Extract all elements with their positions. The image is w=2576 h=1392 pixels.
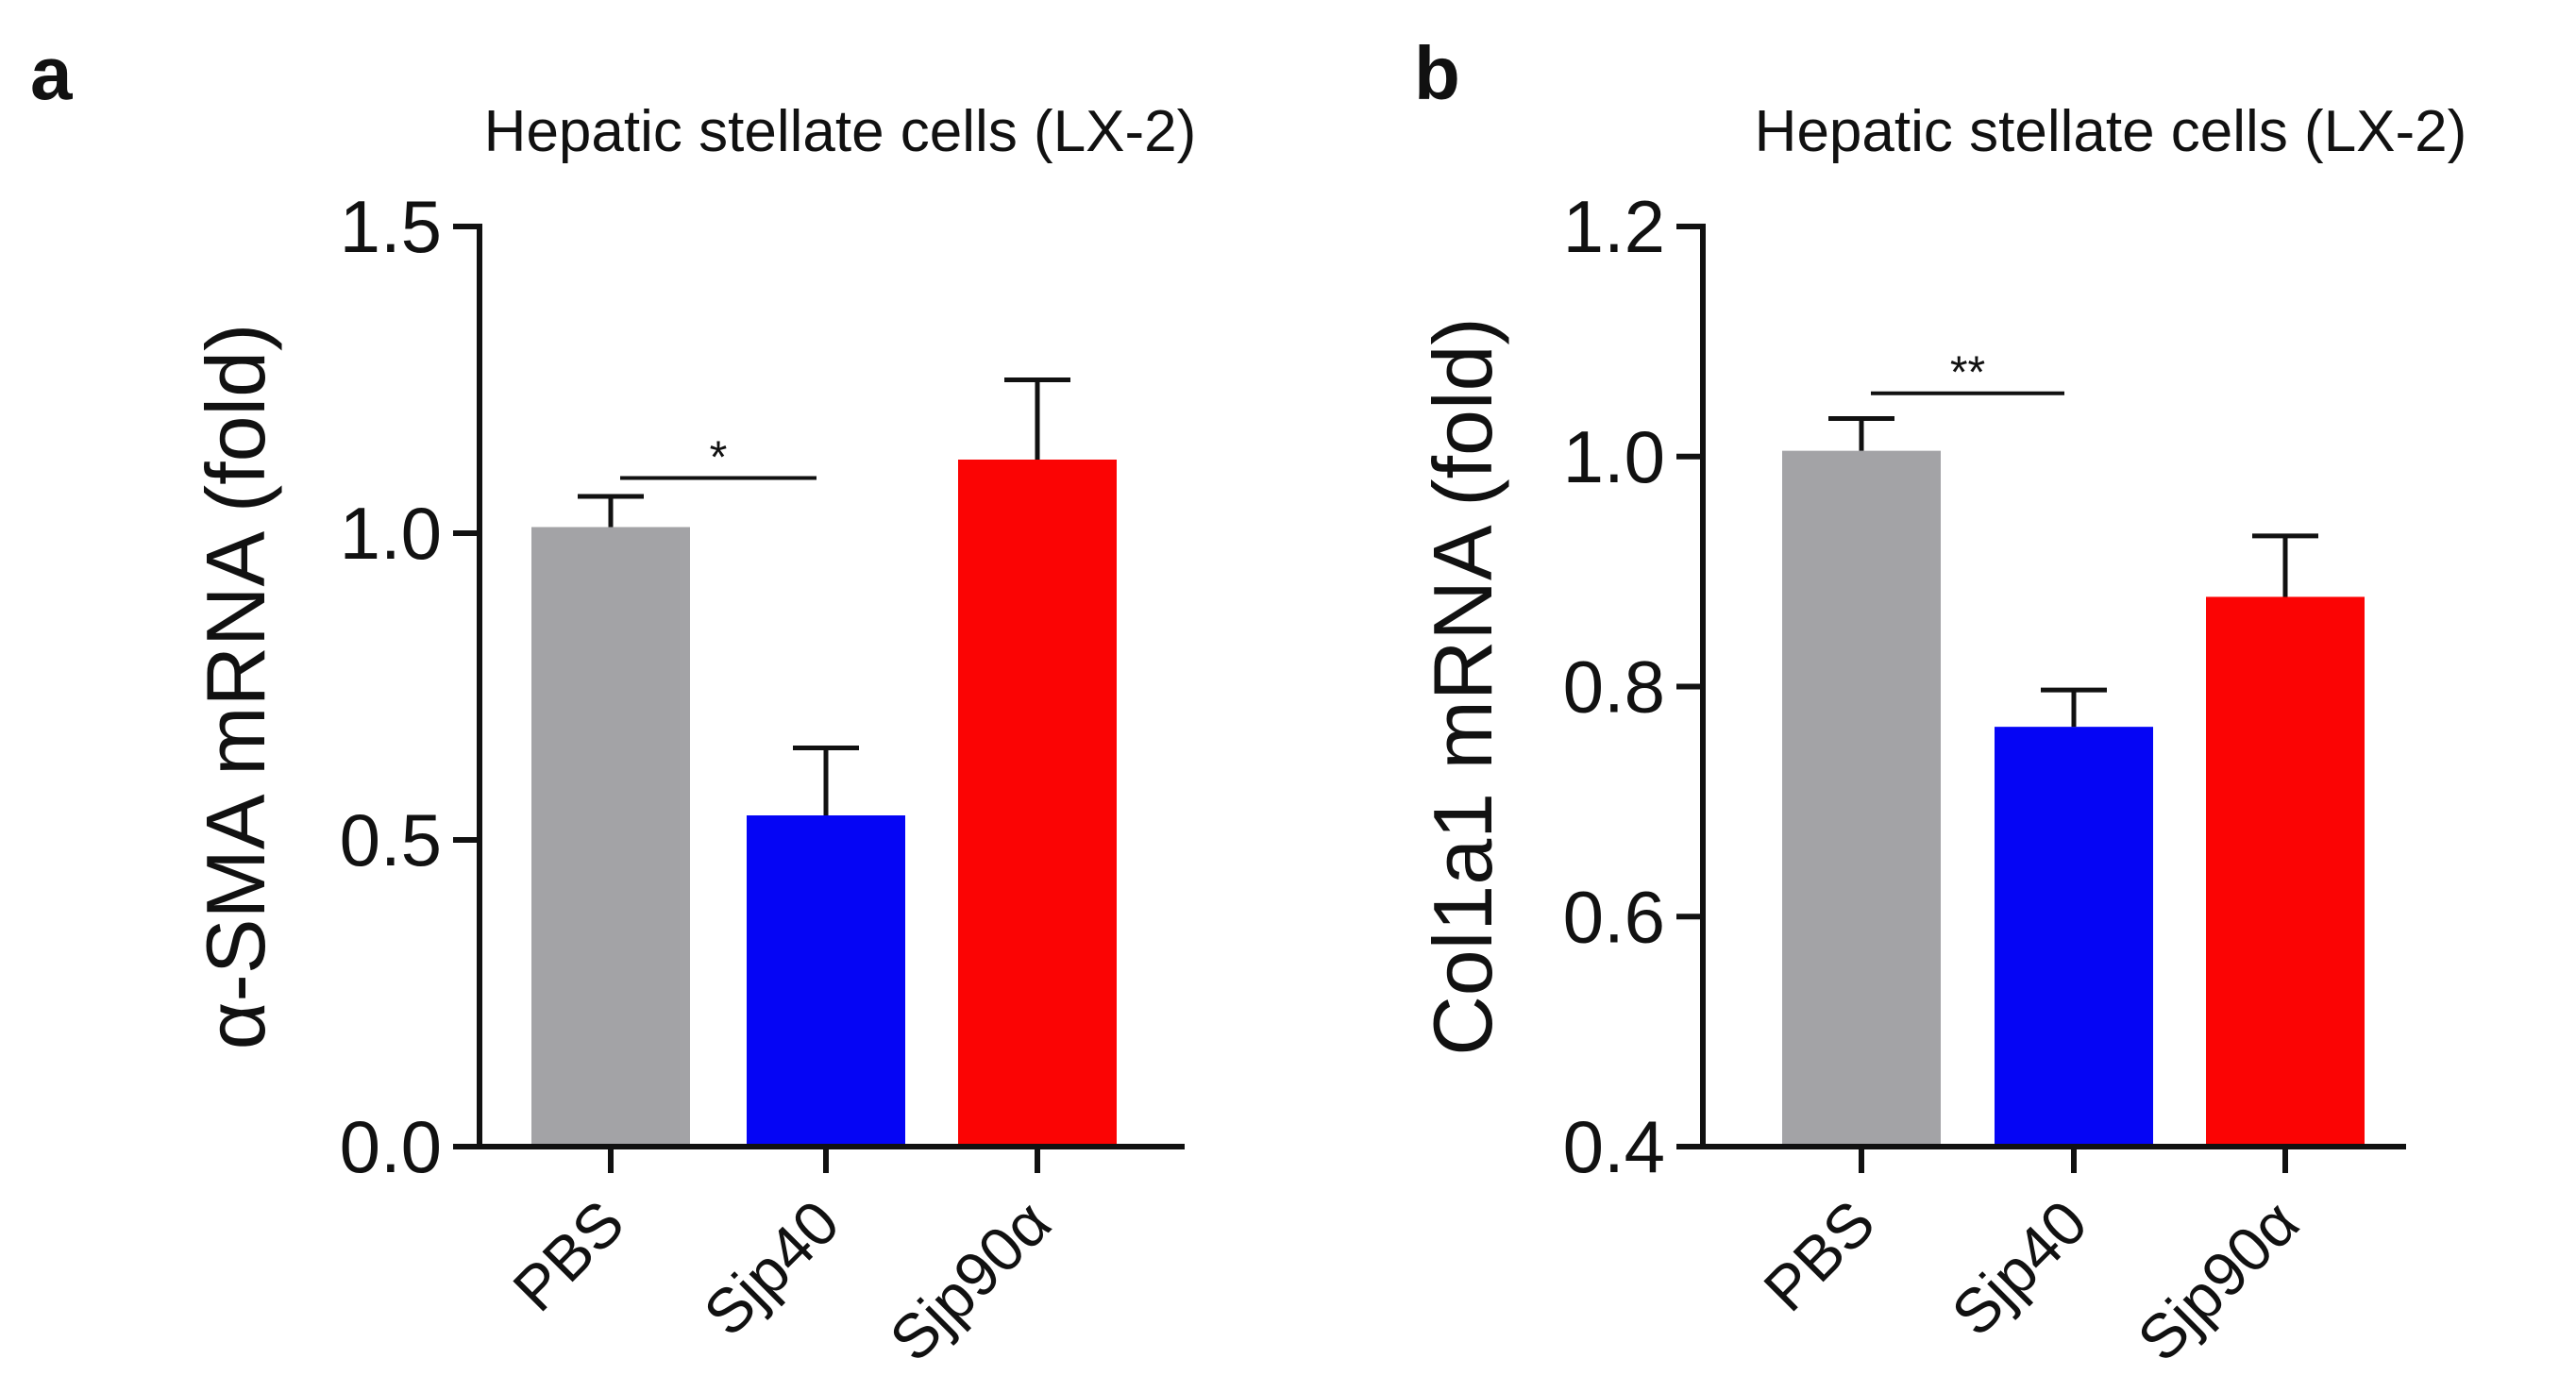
y-axis-label: α-SMA mRNA (fold)	[189, 324, 282, 1050]
y-axis-label: Col1a1 mRNA (fold)	[1416, 317, 1509, 1056]
x-tick-label: Sjp40	[690, 1187, 852, 1350]
bar-pbs	[1782, 450, 1941, 1147]
x-tick-label: Sjp40	[1938, 1187, 2100, 1350]
x-tick-label: PBS	[1750, 1187, 1888, 1325]
bar-sjp90α	[958, 460, 1117, 1147]
y-tick-label: 0.4	[1563, 1105, 1665, 1188]
x-tick-label: Sjp90α	[876, 1187, 1064, 1375]
y-tick-label: 0.8	[1563, 646, 1665, 729]
panel-letter: a	[30, 31, 73, 115]
y-tick-label: 0.5	[340, 798, 442, 881]
y-tick-label: 0.0	[340, 1105, 442, 1188]
bar-pbs	[531, 527, 690, 1147]
y-tick-label: 1.5	[340, 185, 442, 268]
y-tick-label: 1.2	[1563, 185, 1665, 268]
panel-a: a Hepatic stellate cells (LX-2) α-SMA mRNA…	[30, 31, 1196, 1374]
significance-label: **	[1950, 348, 1985, 398]
panel-letter: b	[1414, 31, 1460, 115]
y-tick-label: 0.6	[1563, 875, 1665, 958]
bar-sjp40	[1995, 727, 2153, 1147]
significance-label: *	[710, 433, 728, 483]
chart-title: Hepatic stellate cells (LX-2)	[484, 99, 1197, 164]
chart-title: Hepatic stellate cells (LX-2)	[1755, 99, 2467, 164]
x-tick-label: Sjp90α	[2124, 1187, 2312, 1375]
bar-sjp40	[747, 815, 905, 1147]
y-tick-label: 1.0	[340, 492, 442, 575]
panel-b: b Hepatic stellate cells (LX-2) Col1a1 mRN…	[1414, 31, 2467, 1374]
bar-sjp90α	[2206, 596, 2365, 1147]
y-tick-label: 1.0	[1563, 415, 1665, 498]
x-tick-label: PBS	[499, 1187, 637, 1325]
